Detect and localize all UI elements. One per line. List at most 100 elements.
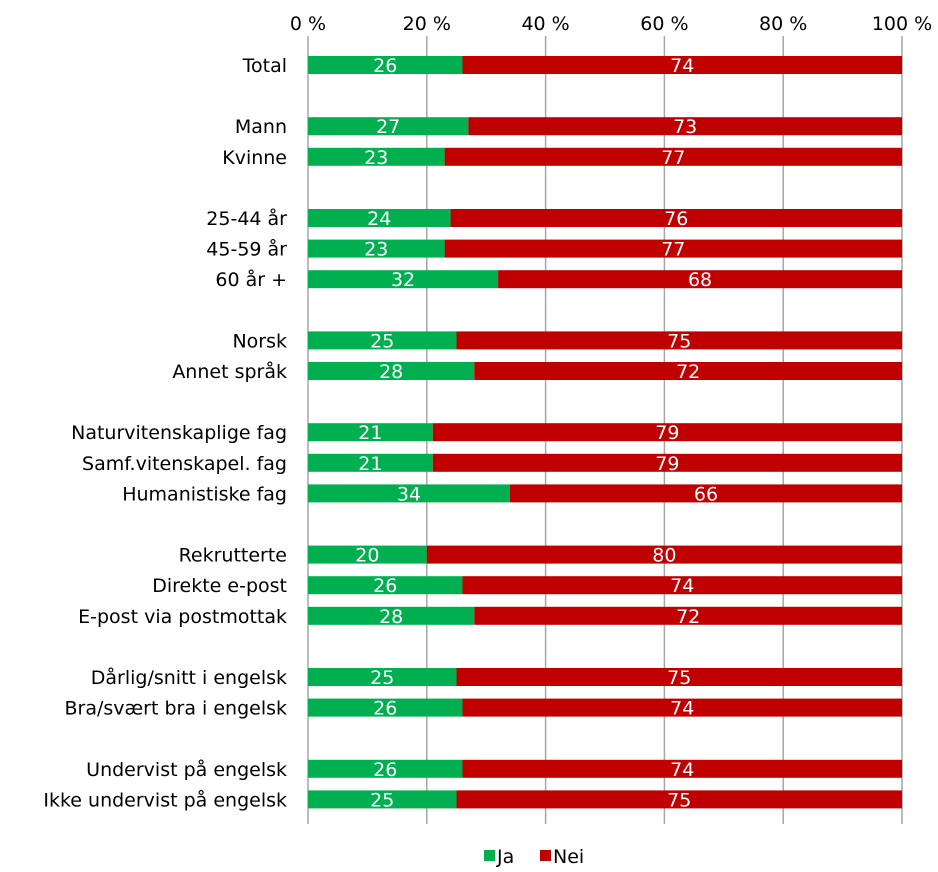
data-label: 75: [667, 789, 691, 811]
bar-segment-ja: [308, 790, 457, 809]
data-label: 73: [673, 116, 697, 138]
data-label: 74: [670, 55, 694, 77]
category-label: Ikke undervist på engelsk: [43, 788, 287, 811]
bar-segment-ja: [308, 576, 463, 595]
data-label: 26: [373, 698, 397, 720]
bar-segment-ja: [308, 117, 469, 136]
bar-segment-nei: [456, 668, 902, 686]
category-label: Annet språk: [172, 360, 287, 383]
category-label: Naturvitenskaplige fag: [71, 422, 287, 444]
bar-segment-nei: [462, 56, 902, 74]
bar-segment-nei: [509, 484, 902, 503]
bar-segment-nei: [474, 606, 902, 625]
bar-segment-nei: [456, 331, 902, 350]
bar-segment-nei: [456, 790, 902, 809]
data-label: 23: [364, 239, 388, 261]
data-label: 79: [655, 422, 679, 444]
data-label: 26: [373, 55, 397, 77]
x-tick-label: 80 %: [759, 13, 807, 35]
x-axis-ticks: 0 % 20 % 40 % 60 % 80 % 100 %: [290, 13, 932, 35]
x-tick-label: 20 %: [403, 13, 451, 35]
data-label: 77: [661, 239, 685, 261]
data-label: 25: [370, 330, 394, 352]
category-label: Humanistiske fag: [122, 483, 287, 505]
category-label: Direkte e-post: [152, 575, 287, 597]
bar-segment-nei: [462, 759, 902, 778]
bar-segment-nei: [474, 362, 902, 380]
category-labels: Total Mann Kvinne 25-44 år 45-59 år 60 år + No…: [43, 55, 287, 811]
bar-segment-nei: [432, 453, 902, 472]
data-label: 20: [355, 545, 379, 567]
bar-segment-ja: [308, 606, 475, 625]
bar-segment-ja: [308, 362, 475, 380]
x-tick-label: 60 %: [640, 13, 688, 35]
data-label: 23: [364, 147, 388, 169]
bar-segment-nei: [444, 147, 902, 166]
data-label: 27: [376, 116, 400, 138]
data-label: 21: [358, 422, 382, 444]
category-label: Total: [242, 55, 287, 77]
bar-segment-ja: [308, 484, 510, 503]
data-label: 75: [667, 667, 691, 689]
x-tick-label: 40 %: [521, 13, 569, 35]
data-label: 34: [397, 483, 421, 505]
bar-segment-ja: [308, 270, 499, 289]
bar-segment-nei: [432, 423, 902, 442]
category-label: Bra/svært bra i engelsk: [64, 698, 287, 720]
data-label: 74: [670, 575, 694, 597]
data-label: 76: [664, 208, 688, 230]
bar-segment-ja: [308, 239, 445, 258]
bar-segment-nei: [450, 209, 902, 227]
category-label: Kvinne: [222, 147, 287, 169]
bar-segment-nei: [462, 698, 902, 717]
data-label: 21: [358, 453, 382, 475]
data-label: 75: [667, 330, 691, 352]
data-label: 80: [652, 545, 676, 567]
bars: 26 74 27 73 23 77 24 76 23 77 32 68 25 75 28 72 21 79 21 79…: [308, 55, 902, 811]
bar-segment-ja: [308, 331, 457, 350]
data-label: 77: [661, 147, 685, 169]
data-label: 79: [655, 453, 679, 475]
data-label: 26: [373, 759, 397, 781]
legend-label: Nei: [553, 846, 584, 868]
category-label: Undervist på engelsk: [86, 758, 287, 781]
category-label: Samf.vitenskapel. fag: [82, 453, 287, 475]
bar-segment-nei: [444, 239, 902, 258]
data-label: 26: [373, 575, 397, 597]
data-label: 72: [676, 361, 700, 383]
data-label: 74: [670, 698, 694, 720]
category-label: Norsk: [232, 330, 287, 352]
data-label: 72: [676, 606, 700, 628]
data-label: 25: [370, 789, 394, 811]
data-label: 74: [670, 759, 694, 781]
data-label: 28: [379, 606, 403, 628]
category-label: Mann: [235, 116, 287, 138]
bar-segment-nei: [498, 270, 902, 289]
bar-segment-nei: [468, 117, 902, 136]
data-label: 68: [688, 269, 712, 291]
legend-label: Ja: [496, 846, 514, 868]
data-label: 66: [694, 483, 718, 505]
legend: Ja Nei: [484, 846, 584, 868]
bar-segment-nei: [462, 576, 902, 595]
category-label: 45-59 år: [206, 238, 287, 261]
category-label: Dårlig/snitt i engelsk: [91, 666, 287, 689]
x-tick-label: 0 %: [290, 13, 326, 35]
data-label: 24: [367, 208, 391, 230]
bar-segment-nei: [426, 545, 902, 564]
bar-segment-ja: [308, 668, 457, 686]
legend-swatch-nei: [540, 850, 551, 861]
data-label: 28: [379, 361, 403, 383]
category-label: E-post via postmottak: [78, 606, 287, 628]
bar-segment-ja: [308, 209, 451, 227]
data-label: 32: [391, 269, 415, 291]
bar-segment-ja: [308, 759, 463, 778]
legend-swatch-ja: [484, 850, 495, 861]
x-tick-label: 100 %: [872, 13, 932, 35]
category-label: 25-44 år: [206, 207, 287, 230]
category-label: Rekrutterte: [179, 545, 287, 567]
bar-segment-ja: [308, 698, 463, 717]
category-label: 60 år +: [215, 268, 287, 291]
bar-segment-ja: [308, 545, 427, 564]
